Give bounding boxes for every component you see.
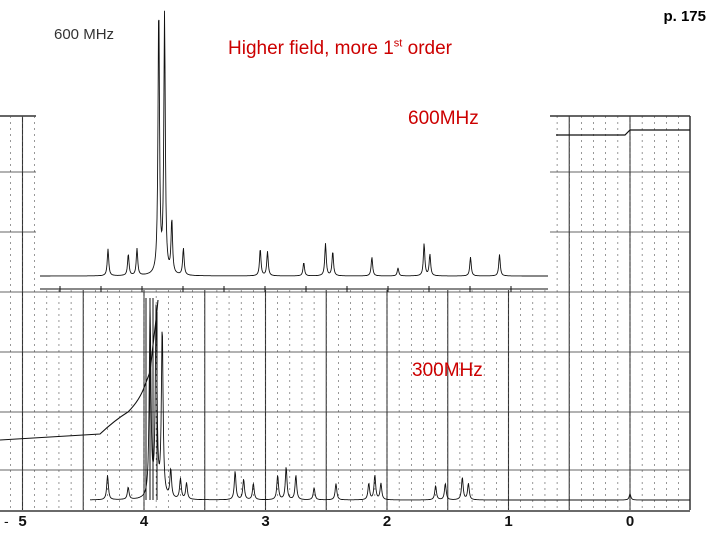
axis-edge-mark: - — [4, 513, 9, 529]
title-superscript: st — [393, 37, 403, 50]
title-text-end: order — [402, 38, 452, 59]
ppm-tick-label: 3 — [261, 513, 269, 530]
ppm-tick-label: 0 — [626, 513, 634, 530]
inset-background — [36, 0, 550, 290]
page-number: p. 175 — [663, 8, 706, 25]
chart-grid-300 — [0, 115, 690, 510]
title-text: Higher field, more 1 — [228, 38, 394, 59]
ppm-axis: 5 4 3 2 1 0 - — [0, 510, 690, 530]
slide-title: Higher field, more 1st order — [228, 38, 452, 60]
ppm-tick-label: 1 — [504, 513, 512, 530]
label-300mhz: 300MHz — [412, 360, 483, 381]
inset-600-panel — [36, 0, 550, 292]
ppm-tick-label: 2 — [383, 513, 391, 530]
integral-trace-300 — [0, 299, 159, 441]
chart-grid-right — [550, 115, 691, 510]
spectrum-600-line — [40, 10, 548, 277]
integral-trace-right — [556, 129, 690, 136]
spectrum-600-trace — [40, 10, 548, 277]
spectrum-300-line — [90, 304, 690, 501]
spectrum-300-trace — [0, 298, 690, 501]
label-600mhz: 600MHz — [408, 108, 479, 129]
ppm-tick-label: 5 — [18, 513, 26, 530]
ppm-tick-label: 4 — [140, 513, 149, 530]
inset-frequency-label: 600 MHz — [54, 26, 115, 43]
